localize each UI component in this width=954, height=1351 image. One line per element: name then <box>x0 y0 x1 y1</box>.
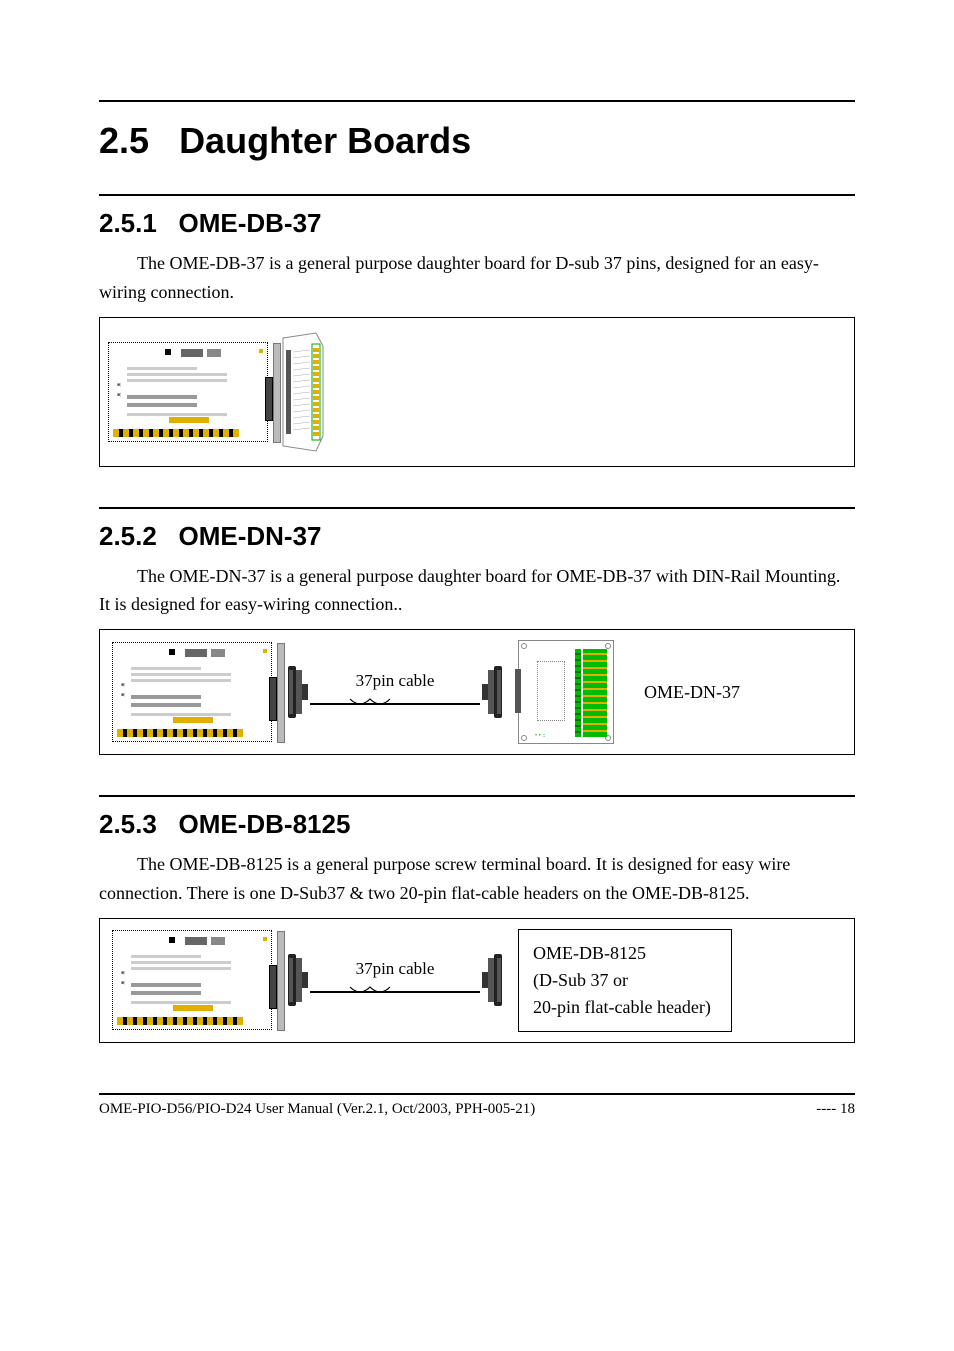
dn37-board-icon: • • :: <box>518 640 614 744</box>
cable-label-2: 37pin cable <box>356 671 435 691</box>
figure-box-1: ■|■| <box>99 317 855 467</box>
footer-left: OME-PIO-D56/PIO-D24 User Manual (Ver.2.1… <box>99 1101 535 1118</box>
paragraph-3: The OME-DB-8125 is a general purpose scr… <box>99 850 855 908</box>
cable-mid-3: 37pin cable <box>310 959 480 1001</box>
footer-row: OME-PIO-D56/PIO-D24 User Manual (Ver.2.1… <box>99 1101 855 1118</box>
subsection-title-3: 2.5.3 OME-DB-8125 <box>99 809 855 840</box>
subsection-name-3: OME-DB-8125 <box>179 809 351 839</box>
pcb-with-bracket-1: ■|■| <box>108 342 268 442</box>
pio-card-icon: ■|■| <box>112 642 272 742</box>
subsection-title-2: 2.5.2 OME-DN-37 <box>99 521 855 552</box>
figure-box-2: ■|■| 37pin cable • • :: OME-DN-37 <box>99 629 855 755</box>
subsection-rule-2 <box>99 507 855 509</box>
subsection-title-1: 2.5.1 OME-DB-37 <box>99 208 855 239</box>
section-top-rule <box>99 100 855 102</box>
section-name: Daughter Boards <box>179 120 471 161</box>
cable-assembly-3: 37pin cable <box>286 952 504 1008</box>
dn37-label: OME-DN-37 <box>644 682 740 703</box>
cable-plug-right-icon <box>480 952 504 1008</box>
db8125-line1: OME-DB-8125 <box>533 940 711 967</box>
paragraph-1: The OME-DB-37 is a general purpose daugh… <box>99 249 855 307</box>
pio-card-icon: ■|■| <box>108 342 268 442</box>
cable-label-3: 37pin cable <box>356 959 435 979</box>
figure-box-3: ■|■| 37pin cable OME-DB-8125 (D-Sub 37 o… <box>99 918 855 1043</box>
paragraph-2: The OME-DN-37 is a general purpose daugh… <box>99 562 855 620</box>
pcb-with-bracket-2: ■|■| <box>112 642 272 742</box>
subsection-rule-1 <box>99 194 855 196</box>
subsection-number-1: 2.5.1 <box>99 208 157 238</box>
subsection-name-2: OME-DN-37 <box>179 521 322 551</box>
section-number: 2.5 <box>99 120 149 161</box>
cable-plug-right-icon <box>480 664 504 720</box>
subsection-number-2: 2.5.2 <box>99 521 157 551</box>
cable-assembly-2: 37pin cable <box>286 664 504 720</box>
subsection-number-3: 2.5.3 <box>99 809 157 839</box>
cable-plug-left-icon <box>286 952 310 1008</box>
db8125-line3: 20-pin flat-cable header) <box>533 994 711 1021</box>
footer-right: ---- 18 <box>816 1101 855 1118</box>
cable-line-icon <box>310 983 480 1001</box>
db8125-text-box: OME-DB-8125 (D-Sub 37 or 20-pin flat-cab… <box>518 929 732 1032</box>
subsection-rule-3 <box>99 795 855 797</box>
section-title: 2.5 Daughter Boards <box>99 120 855 162</box>
db37-board-icon <box>282 332 324 452</box>
cable-plug-left-icon <box>286 664 310 720</box>
cable-line-icon <box>310 695 480 713</box>
subsection-name-1: OME-DB-37 <box>179 208 322 238</box>
pcb-with-bracket-3: ■|■| <box>112 930 272 1030</box>
footer-rule <box>99 1093 855 1095</box>
cable-mid-2: 37pin cable <box>310 671 480 713</box>
db8125-line2: (D-Sub 37 or <box>533 967 711 994</box>
pio-card-icon: ■|■| <box>112 930 272 1030</box>
